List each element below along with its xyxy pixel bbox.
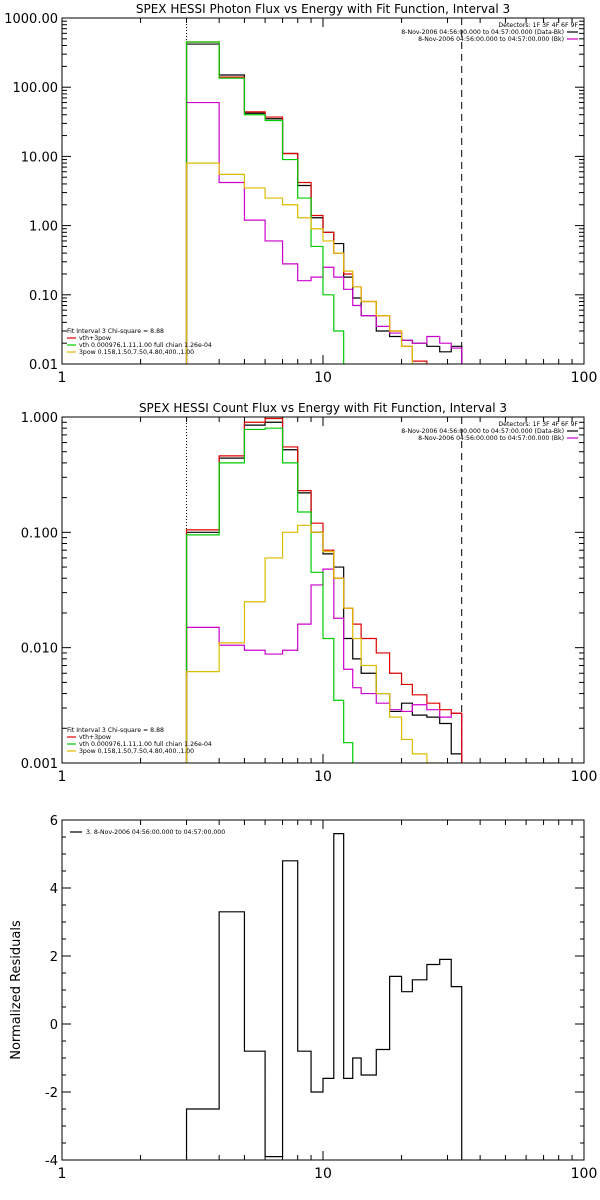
photon-y-tick-label: 1.00 — [29, 220, 58, 235]
residual-y-tick-label: 6 — [50, 814, 58, 829]
count-series-3pow — [185, 524, 441, 763]
count-series-bk — [185, 568, 463, 763]
photon-y-tick-label: 10.00 — [21, 150, 58, 165]
residuals-panel: Normalized Residuals 1 10 100 -4 -2 0 2 4 6 3. 8-N… — [9, 814, 597, 1182]
photon-y-tick-label: 0.10 — [29, 289, 58, 304]
photon-y-tick-label: 100.00 — [13, 81, 59, 96]
photon-axes-frame — [61, 17, 585, 365]
photon-series-3pow — [185, 162, 428, 364]
count-flux-panel: SPEX HESSI Count Flux vs Energy with Fit… — [21, 401, 598, 785]
count-y-tick-label: 0.001 — [21, 757, 58, 772]
residual-y-tick-label: 4 — [50, 882, 58, 897]
count-series-data-bk — [185, 421, 463, 763]
photon-legend-bottom-text: Fit Interval 3 Chi-square = 8.88 — [67, 328, 164, 335]
photon-y-tick-label: 0.01 — [29, 358, 58, 373]
photon-series-vth-3pow — [185, 41, 428, 364]
count-legend-top-text: Detectors: 1F 3F 4F 6F 9F — [498, 421, 578, 428]
count-axes-frame — [61, 416, 585, 764]
count-series-vth — [185, 427, 354, 763]
count-legend-bottom-text: Fit Interval 3 Chi-square = 8.88 — [67, 727, 164, 734]
count-x-tick-label: 10 — [314, 769, 332, 785]
residual-y-tick-label: 0 — [50, 1018, 58, 1033]
residual-y-tick-label: -2 — [45, 1086, 58, 1101]
photon-plot-area — [185, 41, 463, 364]
residual-x-tick-label: 100 — [571, 1166, 598, 1182]
count-legend-bottom-text: 3pow 0.158,1.50,7.50,4.80,400.,1.00 — [79, 748, 194, 755]
photon-legend-bottom-text: vth+3pow — [79, 335, 111, 342]
residual-y-tick-label: 2 — [50, 950, 58, 965]
residual-plot-area — [185, 833, 463, 1160]
count-legend-bottom-text: vth 0.000976,1.11,1.00 full chian 1.26e-… — [79, 741, 212, 748]
photon-y-tick-label: 1000.00 — [4, 12, 58, 27]
photon-x-tick-label: 10 — [314, 370, 332, 386]
count-legend-bottom-text: vth+3pow — [79, 734, 111, 741]
photon-series-vth — [185, 41, 345, 364]
photon-legend-top-text: 8-Nov-2006 04:56:00.000 to 04:57:00.000 … — [418, 36, 564, 43]
photon-series-bk — [185, 101, 463, 364]
photon-legend-top-text: 8-Nov-2006 04:56:00.000 to 04:57:00.000 … — [401, 29, 564, 36]
photon-x-tick-label: 100 — [571, 370, 598, 386]
residual-axes-frame — [61, 819, 585, 1161]
residual-y-axis-label: Normalized Residuals — [9, 920, 24, 1060]
count-legend-top-text: 8-Nov-2006 04:56:00.000 to 04:57:00.000 … — [418, 435, 564, 442]
count-y-tick-label: 1.000 — [21, 411, 58, 426]
photon-legend-bottom-text: vth 0.000976,1.11,1.00 full chian 1.26e-… — [79, 342, 212, 349]
residual-x-tick-label: 1 — [58, 1166, 67, 1182]
photon-legend-bottom-text: 3pow 0.158,1.50,7.50,4.80,400.,1.00 — [79, 349, 194, 356]
residual-series-residual — [185, 833, 463, 1160]
photon-legend-top-text: Detectors: 1F 3F 4F 6F 9F — [498, 22, 578, 29]
residual-legend-top-text: 3. 8-Nov-2006 04:56:00.000 to 04:57:00.0… — [86, 829, 225, 836]
count-legend-top-text: 8-Nov-2006 04:56:00.000 to 04:57:00.000 … — [401, 428, 564, 435]
count-y-tick-label: 0.010 — [21, 642, 58, 657]
photon-chart-title: SPEX HESSI Photon Flux vs Energy with Fi… — [136, 2, 510, 16]
count-y-tick-label: 0.100 — [21, 526, 58, 541]
count-chart-title: SPEX HESSI Count Flux vs Energy with Fit… — [139, 401, 507, 415]
residual-x-tick-label: 10 — [314, 1166, 332, 1182]
count-x-tick-label: 100 — [571, 769, 598, 785]
photon-flux-panel: SPEX HESSI Photon Flux vs Energy with Fi… — [4, 2, 597, 386]
photon-x-tick-label: 1 — [58, 370, 67, 386]
count-x-tick-label: 1 — [58, 769, 67, 785]
residual-y-tick-label: -4 — [45, 1154, 58, 1169]
count-plot-area — [185, 417, 463, 763]
